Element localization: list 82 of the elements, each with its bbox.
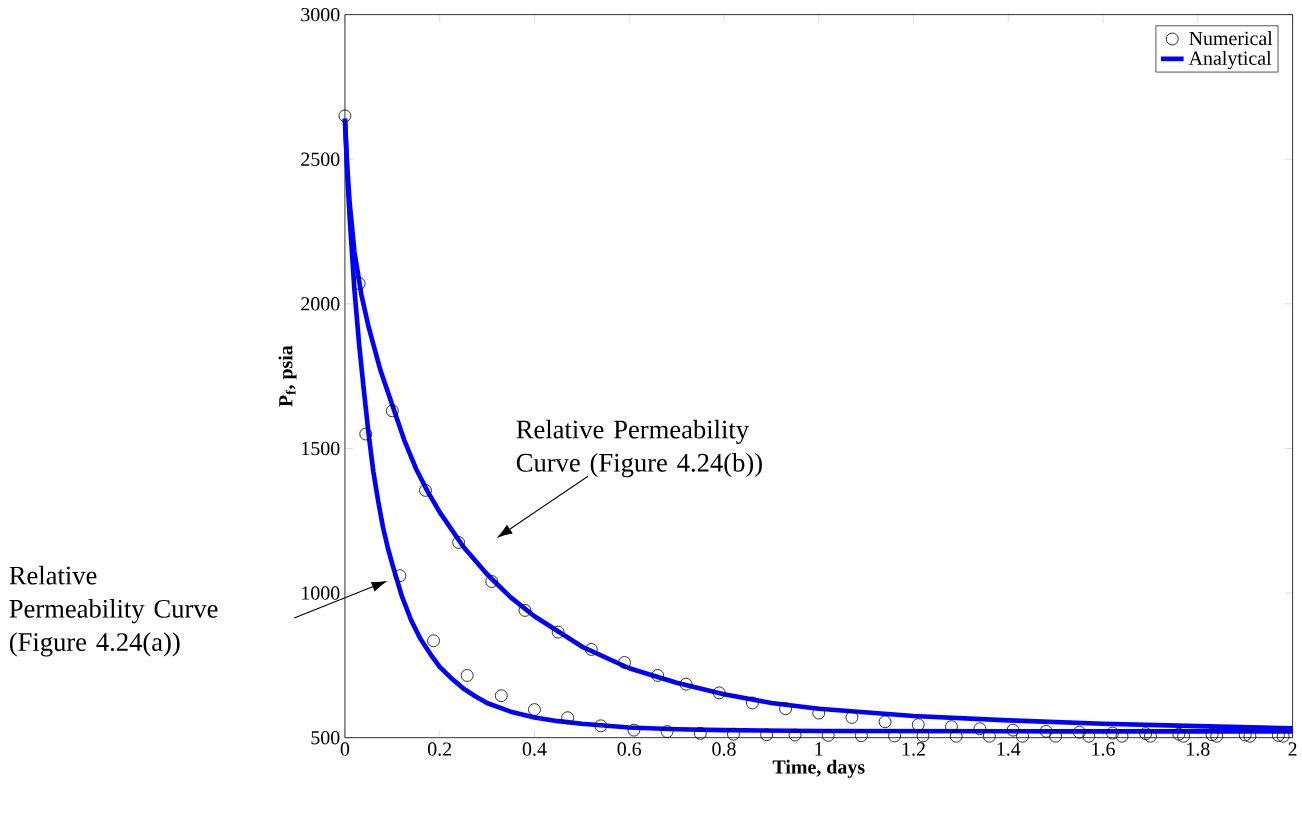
point — [1144, 729, 1157, 743]
point — [916, 729, 930, 743]
x-axis-title: Time, days — [772, 759, 865, 778]
x-tick-label: 2 — [1288, 742, 1297, 756]
y-tick-label: 1500 — [302, 441, 340, 455]
point — [561, 711, 574, 724]
point — [1238, 728, 1252, 742]
point — [945, 720, 958, 733]
point — [1115, 729, 1129, 743]
point — [855, 729, 868, 742]
legend-label: Analytical — [1188, 50, 1272, 69]
point — [712, 686, 726, 700]
point — [973, 722, 987, 735]
point — [551, 625, 565, 639]
point — [651, 668, 665, 682]
annotation: Relative Permeability Curve (Figure 4.24(b)) — [516, 419, 762, 477]
x-tick-label: 1.8 — [1187, 742, 1210, 756]
point — [660, 725, 674, 738]
point — [679, 677, 693, 691]
point — [878, 715, 892, 728]
x-tick-label: 0.4 — [522, 742, 547, 756]
x-tick-label: 1.6 — [1092, 742, 1115, 756]
point — [746, 696, 759, 710]
point — [1271, 728, 1285, 742]
point — [419, 483, 432, 497]
y-tick-label: 2500 — [301, 152, 340, 166]
point — [821, 728, 835, 742]
y-tick-label: 2000 — [301, 296, 340, 311]
y-tick-label: 3000 — [301, 7, 340, 22]
y-tick-label: 500 — [311, 730, 340, 745]
x-tick-label: 0 — [340, 742, 350, 756]
point — [1049, 729, 1063, 743]
point — [760, 728, 774, 741]
point — [528, 703, 541, 716]
point — [845, 710, 859, 724]
x-tick-label: 1.2 — [902, 742, 925, 756]
point — [518, 603, 532, 617]
point — [949, 729, 963, 743]
text: P$_{f}$, psia — [278, 345, 297, 407]
point — [1006, 723, 1020, 737]
x-tick-label: 0.2 — [427, 742, 452, 756]
point — [1276, 729, 1290, 743]
point — [1210, 729, 1224, 743]
point — [812, 706, 826, 720]
point — [693, 726, 707, 740]
point — [911, 718, 925, 731]
x-tick-label: 0.6 — [617, 742, 642, 756]
point — [393, 569, 407, 582]
point — [427, 634, 440, 647]
point — [727, 727, 740, 741]
legend-label: Numerical — [1189, 30, 1273, 45]
point — [627, 723, 641, 737]
point — [1177, 729, 1190, 743]
point — [452, 535, 466, 549]
point — [385, 404, 399, 418]
point — [1016, 729, 1029, 743]
point — [485, 574, 499, 588]
point — [1172, 727, 1186, 741]
point — [460, 668, 474, 682]
text: Relative Permeability Curve (Figure 4.24(a)) — [9, 565, 218, 657]
point — [338, 109, 352, 123]
point — [494, 689, 508, 702]
point — [359, 427, 373, 441]
y-tick-label: 1000 — [302, 586, 340, 600]
x-tick-label: 1 — [815, 742, 823, 756]
point — [779, 702, 792, 715]
point — [618, 655, 631, 669]
point — [1039, 724, 1053, 738]
point — [1106, 726, 1119, 740]
point — [584, 642, 598, 656]
point — [888, 729, 901, 743]
point — [982, 729, 996, 743]
point — [352, 277, 366, 290]
x-tick-label: 1.4 — [997, 742, 1021, 756]
point — [1205, 728, 1219, 741]
point — [1139, 727, 1153, 740]
point — [594, 719, 608, 732]
x-tick-label: 0.8 — [712, 742, 736, 756]
point — [1082, 729, 1096, 743]
point — [788, 728, 802, 742]
point — [1072, 725, 1086, 739]
point — [1243, 729, 1257, 743]
